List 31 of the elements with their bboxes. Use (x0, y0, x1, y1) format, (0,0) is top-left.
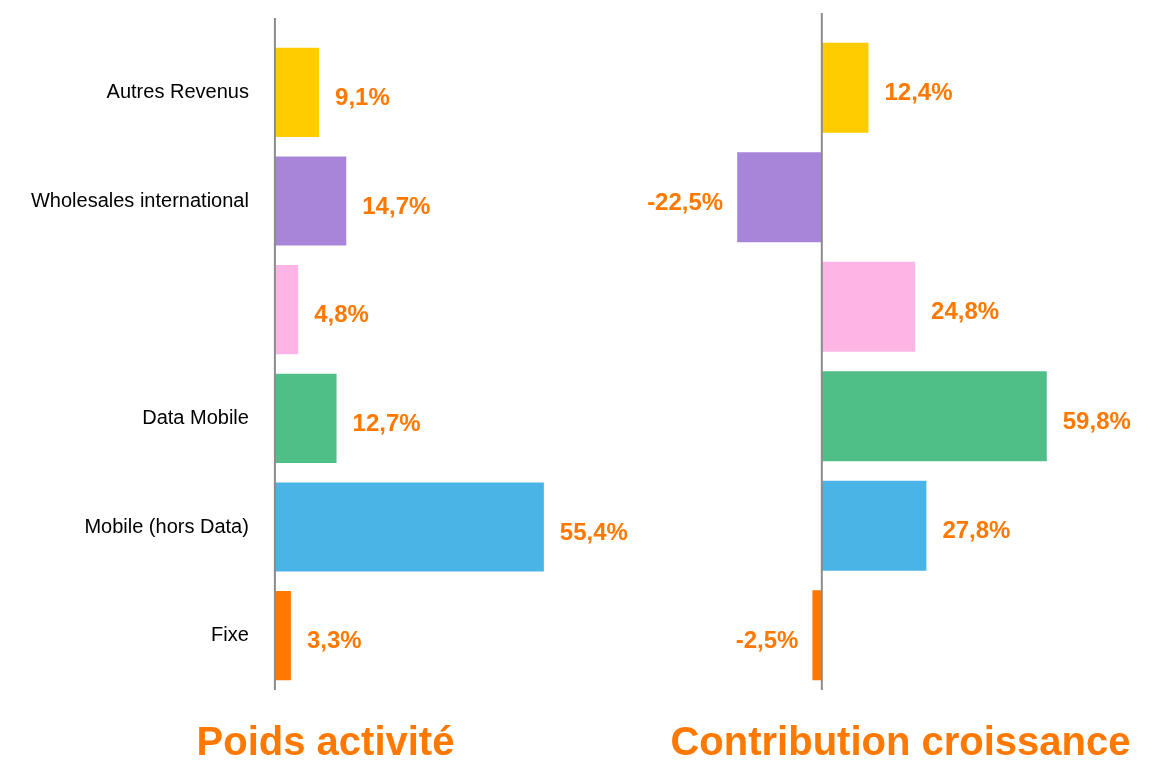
data-label: -2,5% (735, 625, 799, 653)
data-label: 4,8% (314, 300, 369, 328)
data-label: 9,1% (335, 82, 390, 110)
bar (274, 591, 291, 681)
bar (274, 373, 337, 463)
data-label: -22,5% (647, 187, 724, 215)
data-label: 24,8% (931, 297, 1000, 325)
data-label: 27,8% (942, 516, 1011, 544)
bar (821, 261, 916, 352)
bar (821, 480, 927, 571)
data-label: 55,4% (559, 517, 628, 545)
text: Contribution croissance (670, 719, 1131, 764)
data-label: 12,4% (884, 78, 953, 106)
data-label: 59,8% (1062, 406, 1131, 434)
y-tick-label: Wholesales international (30, 188, 249, 211)
text: Poids activité (196, 719, 455, 764)
bar (821, 371, 1047, 462)
y-tick-label: Data Mobile (142, 405, 249, 428)
bar (274, 156, 347, 246)
bar (821, 42, 869, 133)
y-tick-label: Autres Revenus (106, 79, 249, 102)
bar (274, 265, 299, 355)
data-label: 3,3% (306, 626, 362, 654)
data-label: 12,7% (352, 408, 421, 436)
bar (274, 482, 544, 572)
y-tick-label: Fixe (211, 623, 249, 646)
data-label: 14,7% (362, 191, 431, 219)
bar (737, 152, 822, 243)
bar (812, 590, 822, 681)
bar (274, 47, 320, 137)
y-tick-label: Mobile (hors Data) (84, 514, 249, 537)
